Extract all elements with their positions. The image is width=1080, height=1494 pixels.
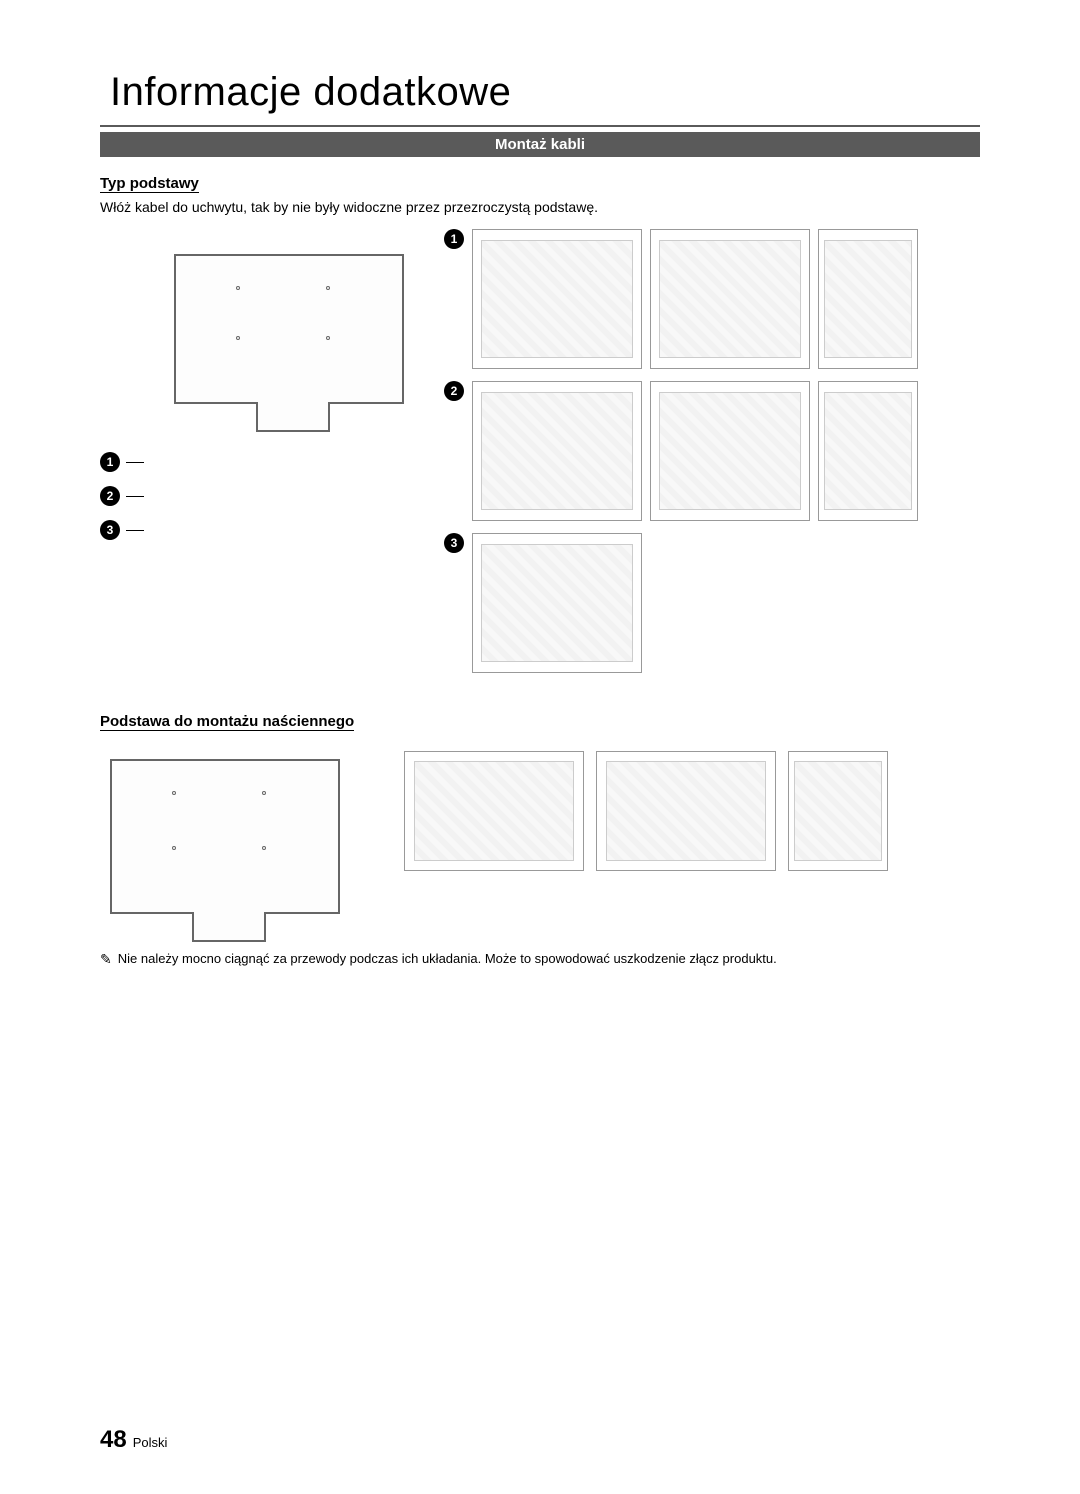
wall-diagram-row [100,751,980,921]
leader-line [126,530,144,531]
diagram-step2-c [818,381,918,521]
diagram-wall-b [596,751,776,871]
page-number: 48 [100,1426,127,1454]
step-badge-1: 1 [444,229,464,249]
badge-2: 2 [100,486,120,506]
diagram-stand-main [154,229,424,429]
stand-diagram-group: 1 2 3 1 [100,229,980,673]
step-2-row: 2 [444,381,918,521]
leader-line [126,462,144,463]
stand-text: Włóż kabel do uchwytu, tak by nie były w… [100,199,980,215]
badge-3: 3 [100,520,120,540]
diagram-wall-c [788,751,888,871]
lang-label: Polski [133,1435,168,1450]
stand-section: Typ podstawy Włóż kabel do uchwytu, tak … [100,175,980,673]
diagram-step1-c [818,229,918,369]
subheading-stand: Typ podstawy [100,175,199,193]
note-text: Nie należy mocno ciągnąć za przewody pod… [118,951,777,968]
diagram-wall-main [100,751,350,921]
diagram-step3-a [472,533,642,673]
page-footer: 48 Polski [100,1426,167,1454]
diagram-step2-a [472,381,642,521]
diagram-step2-b [650,381,810,521]
diagram-wall-a [404,751,584,871]
tv-rear-sketch [174,254,404,404]
note-icon: ✎ [100,951,112,968]
page-container: Informacje dodatkowe Montaż kabli Typ po… [0,0,1080,1494]
step-1-row: 1 [444,229,918,369]
diagram-step1-b [650,229,810,369]
badge-1: 1 [100,452,120,472]
step-3-row: 3 [444,533,918,673]
note-row: ✎ Nie należy mocno ciągnąć za przewody p… [100,951,980,968]
step-badge-2: 2 [444,381,464,401]
wall-section: Podstawa do montażu naściennego [100,713,980,921]
wall-tv-sketch [110,759,340,914]
left-badge-column: 1 2 3 [100,319,134,673]
step-badge-3: 3 [444,533,464,553]
stand-steps-column: 1 2 3 [444,229,918,673]
diagram-step1-a [472,229,642,369]
subheading-wall: Podstawa do montażu naściennego [100,713,354,731]
page-title: Informacje dodatkowe [100,70,980,115]
leader-line [126,496,144,497]
title-divider [100,125,980,127]
section-bar: Montaż kabli [100,132,980,157]
